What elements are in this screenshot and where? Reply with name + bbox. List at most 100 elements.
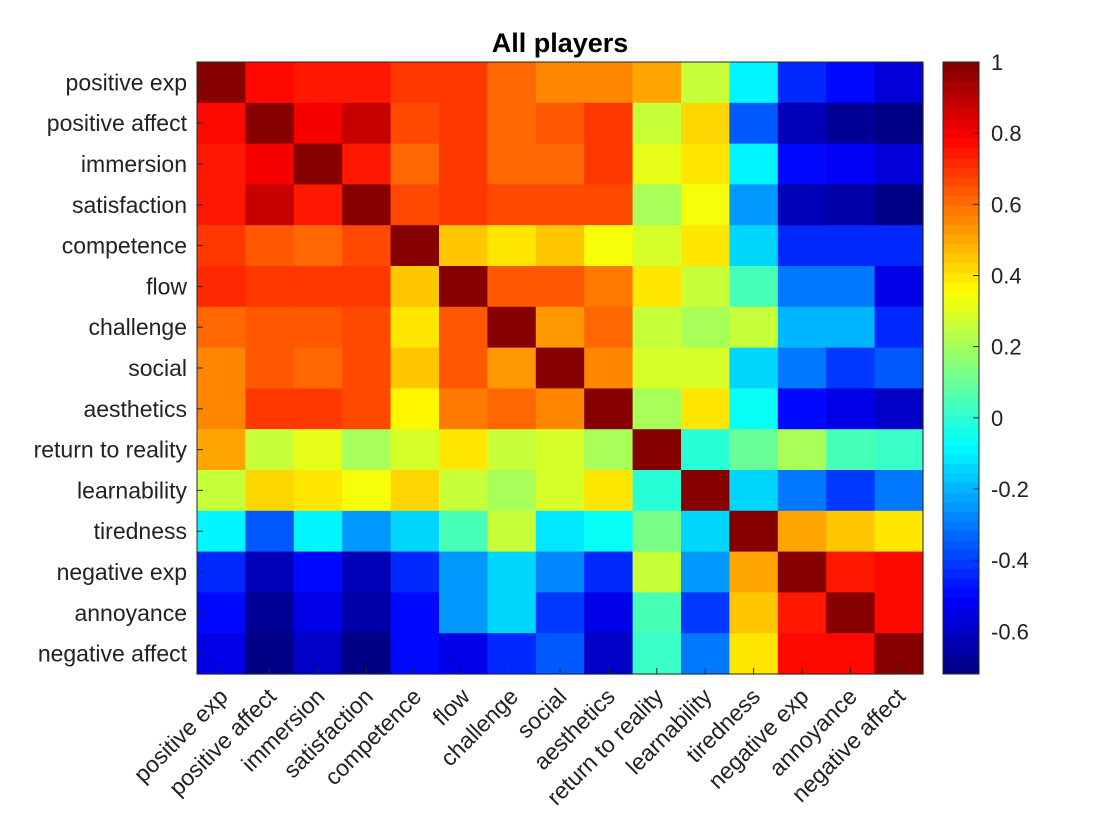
heatmap-cell — [293, 510, 343, 553]
heatmap-cell — [826, 347, 876, 389]
heatmap-cell — [342, 429, 392, 471]
colorbar-tick-label: -0.6 — [991, 619, 1029, 644]
heatmap-cell — [777, 143, 827, 185]
heatmap-cell — [342, 266, 392, 308]
colorbar-segment — [943, 281, 979, 292]
heatmap-cell — [487, 592, 537, 634]
colorbar-tick-label: 0.8 — [991, 121, 1022, 146]
heatmap-cell — [777, 266, 827, 308]
heatmap-cell — [342, 470, 392, 512]
colorbar-segment — [943, 387, 979, 398]
colorbar-segment — [943, 81, 979, 92]
heatmap-cell — [729, 347, 779, 389]
heatmap-cell — [632, 633, 682, 675]
colorbar-segment — [943, 473, 979, 484]
heatmap-cell — [197, 306, 246, 349]
colorbar-tick-label: 0.4 — [991, 263, 1022, 288]
heatmap-cell — [487, 347, 537, 389]
heatmap-cell — [197, 551, 246, 593]
heatmap-cell — [342, 306, 392, 349]
heatmap-cell — [245, 347, 295, 389]
heatmap-cell — [632, 388, 682, 430]
heatmap-cell — [874, 347, 924, 389]
heatmap-cell — [535, 184, 585, 226]
heatmap-cell — [826, 633, 876, 675]
colorbar-segment — [943, 224, 979, 235]
heatmap-cell — [874, 225, 924, 267]
heatmap-cell — [197, 429, 246, 471]
heatmap-cell — [439, 225, 488, 267]
heatmap-cell — [197, 347, 246, 389]
heatmap-cell — [826, 102, 876, 145]
heatmap-cell — [439, 143, 488, 185]
heatmap-cell — [632, 306, 682, 349]
heatmap-cell — [487, 225, 537, 267]
y-tick-label: learnability — [77, 477, 187, 503]
heatmap-cell — [439, 102, 488, 145]
heatmap-cell — [777, 62, 827, 104]
heatmap-cell — [729, 633, 779, 675]
colorbar-segment — [943, 530, 979, 541]
heatmap-cell — [681, 633, 730, 675]
heatmap-cell — [439, 306, 488, 349]
heatmap-cell — [342, 388, 392, 430]
heatmap-cell — [777, 633, 827, 675]
heatmap-cell — [487, 184, 537, 226]
y-tick-label: negative exp — [57, 559, 187, 585]
y-tick-label: immersion — [81, 151, 187, 177]
colorbar-segment — [943, 549, 979, 560]
heatmap-cell — [681, 62, 730, 104]
colorbar-tick-label: -0.4 — [991, 548, 1029, 573]
heatmap-cell — [293, 62, 343, 104]
heatmap-cell — [584, 592, 634, 634]
heatmap-cell — [681, 429, 730, 471]
colorbar-segment — [943, 521, 979, 532]
heatmap-cell — [342, 347, 392, 389]
heatmap-cell — [729, 266, 779, 308]
heatmap-cell — [681, 470, 730, 512]
heatmap-cell — [874, 388, 924, 430]
colorbar-tick-label: 0.2 — [991, 335, 1022, 360]
heatmap-cell — [826, 225, 876, 267]
colorbar-segment — [943, 358, 979, 369]
heatmap-cell — [584, 184, 634, 226]
heatmap-cell — [293, 429, 343, 471]
colorbar-segment — [943, 167, 979, 178]
heatmap-cell — [390, 266, 440, 308]
heatmap-cell — [874, 429, 924, 471]
y-tick-label: positive exp — [66, 69, 187, 95]
colorbar-segment — [943, 444, 979, 455]
heatmap-cell — [342, 551, 392, 593]
heatmap-cell — [293, 592, 343, 634]
colorbar-segment — [943, 578, 979, 589]
heatmap-cell — [777, 347, 827, 389]
colorbar-segment — [943, 597, 979, 608]
heatmap-cell — [487, 266, 537, 308]
heatmap-cell — [584, 347, 634, 389]
heatmap-cell — [777, 184, 827, 226]
heatmap-cell — [390, 510, 440, 553]
heatmap-cell — [874, 510, 924, 553]
heatmap-cell — [342, 143, 392, 185]
heatmap-cell — [632, 592, 682, 634]
colorbar-segment — [943, 195, 979, 206]
heatmap-cell — [245, 510, 295, 553]
heatmap-cell — [245, 633, 295, 675]
heatmap-cell — [584, 102, 634, 145]
heatmap-cell — [584, 510, 634, 553]
heatmap-cell — [197, 62, 246, 104]
heatmap-cell — [535, 633, 585, 675]
heatmap-cell — [197, 184, 246, 226]
heatmap-cell — [535, 388, 585, 430]
heatmap-cell — [632, 266, 682, 308]
heatmap-cell — [632, 184, 682, 226]
heatmap-cell — [342, 225, 392, 267]
colorbar-segment — [943, 635, 979, 646]
heatmap-cell — [487, 102, 537, 145]
colorbar-segment — [943, 664, 979, 675]
y-tick-label: positive affect — [47, 110, 188, 136]
heatmap-cell — [874, 470, 924, 512]
colorbar-segment — [943, 568, 979, 579]
heatmap-cell — [632, 225, 682, 267]
